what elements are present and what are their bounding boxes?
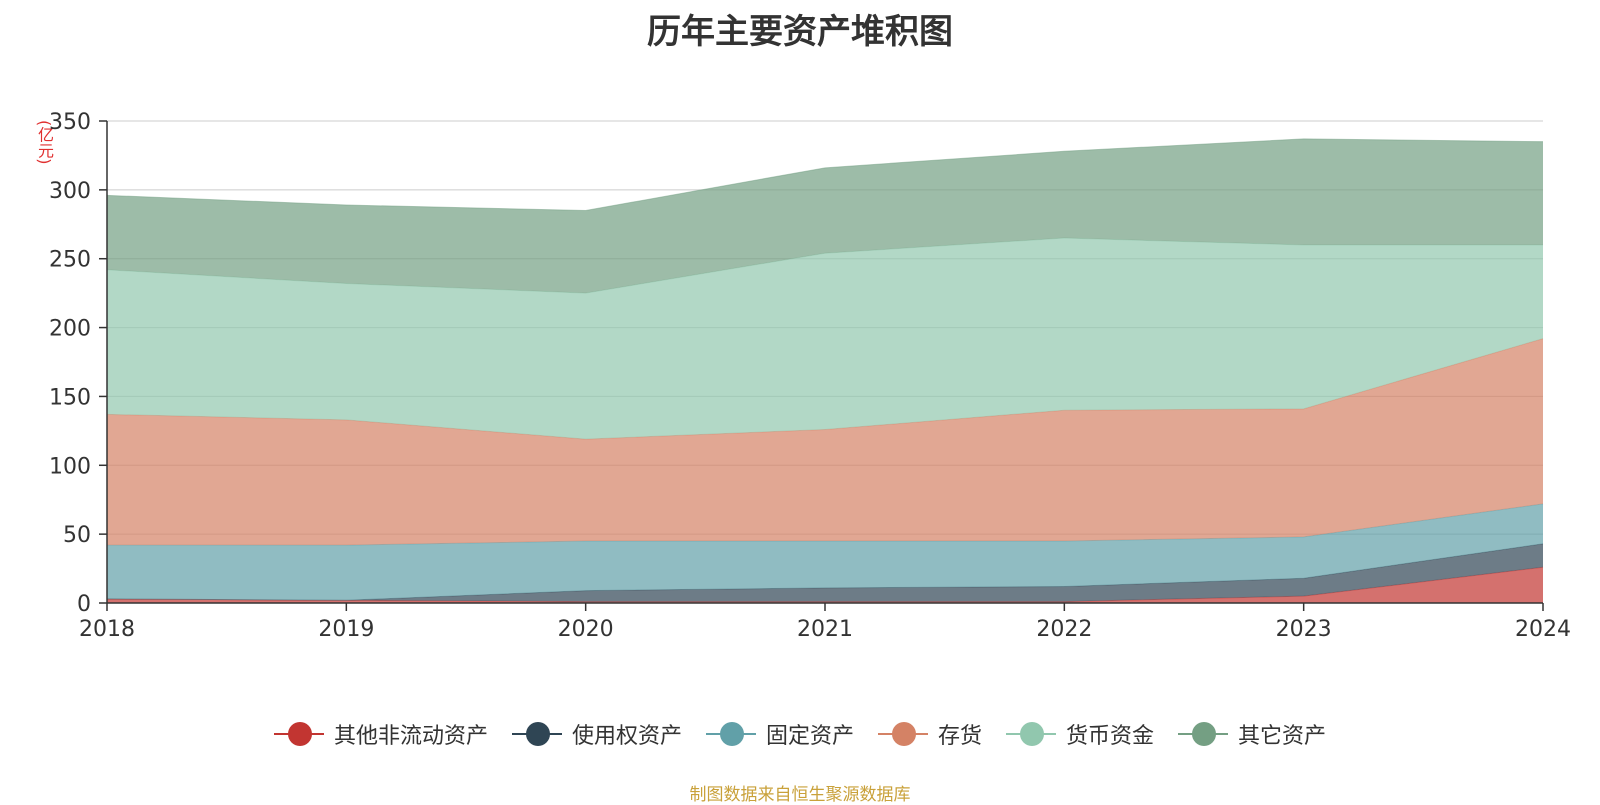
- legend-swatch-line: [1006, 722, 1057, 746]
- area-series-1: [107, 567, 1543, 603]
- area-series-6: [107, 138, 1543, 294]
- area-series-5: [107, 238, 1543, 440]
- x-tick-label: 2021: [797, 617, 853, 642]
- y-tick-label: 100: [49, 454, 91, 479]
- area-series-3: [107, 503, 1543, 601]
- x-tick-label: 2020: [558, 617, 614, 642]
- area-series-4: [107, 338, 1543, 546]
- x-tick-label: 2022: [1036, 617, 1092, 642]
- y-axis-unit-label: (亿元): [35, 120, 54, 165]
- area-series-line-6: [106, 138, 1544, 212]
- y-tick-label: 150: [49, 385, 91, 410]
- legend-label: 固定资产: [765, 724, 854, 749]
- x-tick-label: 2023: [1276, 617, 1332, 642]
- y-tick-label: 200: [49, 317, 91, 342]
- legend: 其他非流动资产 使用权资产 固定资产 存货 货币资金 其它资产: [0, 718, 1600, 750]
- legend-label: 其它资产: [1238, 724, 1327, 749]
- chart-title: 历年主要资产堆积图: [647, 12, 953, 52]
- legend-swatch-dot: [719, 722, 744, 746]
- y-tick-label: 350: [49, 110, 91, 135]
- legend-item-2[interactable]: 使用权资产: [511, 718, 682, 750]
- y-tick-label: 50: [63, 523, 91, 548]
- legend-swatch-dot: [287, 722, 312, 746]
- x-tick-label: 2019: [318, 617, 374, 642]
- legend-swatch-line: [878, 722, 928, 746]
- legend-item-3[interactable]: 固定资产: [705, 718, 854, 750]
- area-series-2: [107, 543, 1543, 602]
- legend-swatch-line: [1178, 722, 1229, 746]
- x-tick-label: 2024: [1515, 617, 1571, 642]
- legend-swatch-line: [511, 722, 562, 746]
- legend-item-5[interactable]: 货币资金: [1006, 718, 1154, 750]
- legend-label: 货币资金: [1066, 724, 1155, 749]
- legend-swatch-dot: [525, 722, 550, 746]
- legend-item-1[interactable]: 其他非流动资产: [273, 718, 488, 750]
- legend-item-4[interactable]: 存货: [878, 718, 982, 750]
- legend-item-6[interactable]: 其它资产: [1178, 718, 1326, 750]
- legend-swatch-line: [273, 722, 324, 746]
- axes: 0 50 100 150 200 250 300 350 2018 2019 2020 2021 202…: [49, 110, 1571, 642]
- legend-label: 存货: [938, 724, 983, 749]
- legend-swatch-dot: [892, 722, 916, 746]
- y-tick-label: 300: [49, 179, 91, 204]
- legend-swatch-dot: [1020, 722, 1045, 746]
- legend-swatch-dot: [1192, 722, 1217, 746]
- area-series-layer: [106, 138, 1544, 603]
- legend-swatch-line: [705, 722, 756, 746]
- x-tick-label: 2018: [79, 617, 135, 642]
- legend-label: 使用权资产: [571, 724, 682, 749]
- y-tick-label: 0: [77, 592, 91, 617]
- area-series-line-5: [106, 237, 1543, 294]
- y-tick-label: 250: [49, 248, 91, 273]
- legend-label: 其他非流动资产: [333, 724, 488, 749]
- source-note: 制图数据来自恒生聚源数据库: [689, 785, 911, 805]
